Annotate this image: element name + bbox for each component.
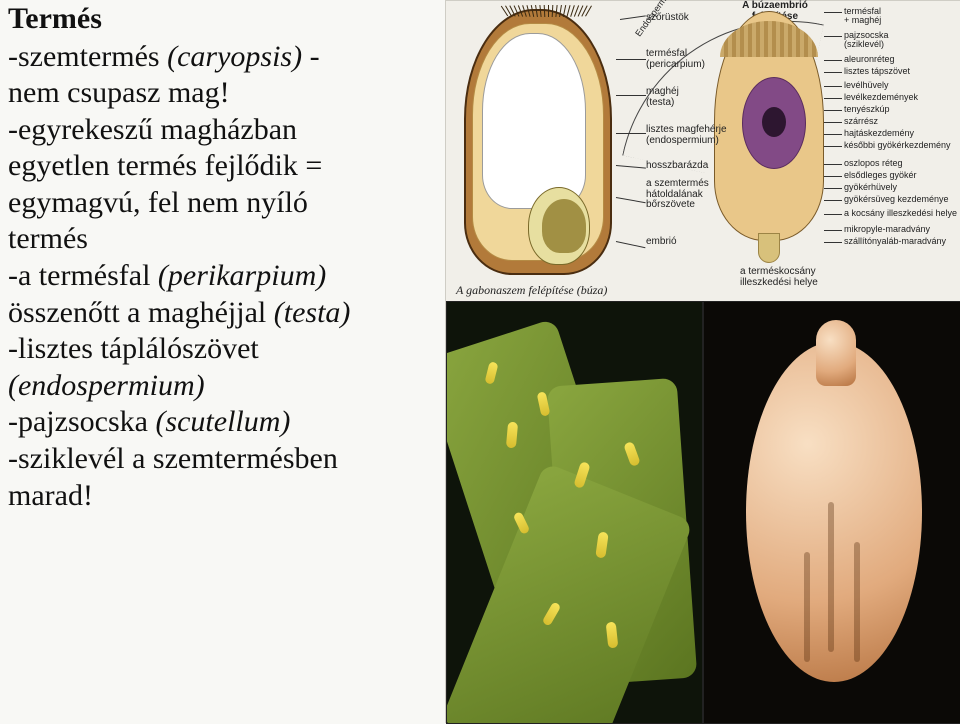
grain-diagram [464,9,612,275]
embryo-core [762,107,786,137]
embryo-label: tenyészkúp [844,105,890,114]
text-column: Termés -szemtermés (caryopsis) -nem csup… [8,2,438,514]
grain-label: szőrüstök [646,13,689,24]
embryo-label: gyökérhüvely [844,183,897,192]
grain-fold [854,542,860,662]
grain-label: a szemterméshátoldalánakbőrszövete [646,179,709,211]
body-line: egyetlen termés fejlődik = [8,148,438,185]
grain-fold [828,502,834,652]
embryo-label: szállítónyaláb-maradvány [844,237,946,246]
embryo-label: gyökérsüveg kezdeménye [844,195,949,204]
body-line: (endospermium) [8,368,438,405]
body-line: -szemtermés (caryopsis) - [8,39,438,76]
grain-label: termésfal(pericarpium) [646,49,705,70]
grain-label: hosszbarázda [646,161,708,172]
photo-spikelets [446,301,703,724]
grain-label: lisztes magfehérje(endospermium) [646,125,727,146]
germinating-grain [746,342,922,682]
embryo-label: elsődleges gyökér [844,171,917,180]
embryo-label: oszlopos réteg [844,159,903,168]
embryo-diagram [714,11,824,241]
body-line: egymagvú, fel nem nyíló [8,185,438,222]
brush-hairs [504,3,594,17]
body-line: nem csupasz mag! [8,75,438,112]
radicle [758,233,780,263]
title: Termés [8,2,438,37]
body-line: -a termésfal (perikarpium) [8,258,438,295]
grain-label: maghéj(testa) [646,87,679,108]
body-line: marad! [8,478,438,515]
embryo-label: lisztes tápszövet [844,67,910,76]
embryo-label: aleuronréteg [844,55,895,64]
figure-caption: a terméskocsányilleszkedési helye [740,267,818,288]
figure-area: A búzaembriófelépítése Endospermium = (m… [445,0,960,723]
embryo-label: levélkezdemények [844,93,918,102]
embryo-label: termésfal+ maghéj [844,7,881,26]
body-line: -egyrekeszű magházban [8,112,438,149]
body-line: termés [8,221,438,258]
body-line: -sziklevél a szemtermésben [8,441,438,478]
grain-fold [804,552,810,662]
coleoptile-tip [816,320,856,386]
body-line: -pajzsocska (scutellum) [8,404,438,441]
embryo-label: hajtáskezdemény [844,129,914,138]
diagram-band: A búzaembriófelépítése Endospermium = (m… [446,1,960,301]
grain-label: embrió [646,237,677,248]
endosperm-layer [482,33,586,209]
embryo-label: levélhüvely [844,81,889,90]
scutellum-region [542,199,586,253]
body-line: -lisztes táplálószövet [8,331,438,368]
embryo-label: mikropyle-maradvány [844,225,930,234]
embryo-label: a kocsány illeszkedési helye [844,209,957,218]
figure-caption: A gabonaszem felépítése (búza) [456,283,607,298]
body-line: összenőtt a maghéjjal (testa) [8,295,438,332]
embryo-label: szárrész [844,117,878,126]
embryo-label: pajzsocska(sziklevél) [844,31,889,50]
body-lines: -szemtermés (caryopsis) -nem csupasz mag… [8,39,438,515]
embryo-label: későbbi gyökérkezdemény [844,141,951,150]
photo-germinating-grain [703,301,960,724]
